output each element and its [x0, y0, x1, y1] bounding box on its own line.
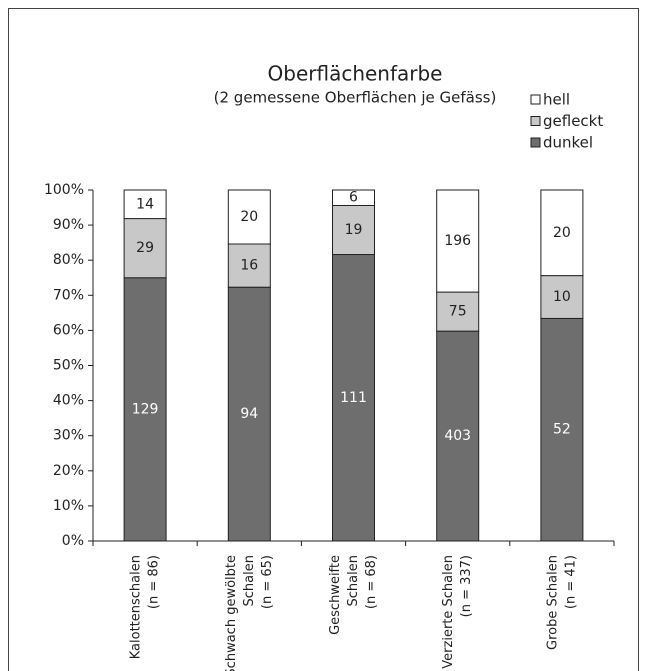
y-tick-label: 30%: [53, 428, 84, 444]
value-label: 75: [449, 304, 467, 320]
value-label: 403: [444, 428, 471, 444]
value-label: 6: [349, 190, 358, 206]
value-label: 52: [553, 422, 571, 438]
y-tick-label: 20%: [53, 463, 84, 479]
y-tick-label: 0%: [62, 533, 84, 549]
y-tick-label: 90%: [53, 217, 84, 233]
x-tick-label: Schalen: [242, 555, 257, 606]
x-tick-label: (n = 337): [459, 555, 474, 617]
legend-swatch: [530, 137, 541, 148]
y-tick-label: 100%: [44, 182, 84, 198]
value-label: 19: [345, 222, 363, 238]
x-tick-label: (n = 86): [147, 555, 162, 609]
y-tick-label: 80%: [53, 252, 84, 268]
legend-swatch: [530, 94, 541, 105]
bar-segment: [436, 291, 480, 332]
x-tick-label: (n = 68): [364, 555, 379, 609]
x-tick-label: Schalen: [346, 555, 361, 606]
y-tick-label: 70%: [53, 287, 84, 303]
value-label: 196: [444, 233, 471, 249]
value-label: 94: [240, 406, 258, 422]
x-tick-label: Geschweifte: [328, 555, 343, 635]
chart-subtitle: (2 gemessene Oberflächen je Gefäss): [214, 89, 497, 107]
bar-segment: [123, 218, 167, 279]
y-tick-label: 50%: [53, 358, 84, 374]
bar-segment: [227, 243, 271, 288]
bar-segment: [540, 275, 584, 319]
x-tick-label: (n = 65): [260, 555, 275, 609]
x-tick-label: (n = 41): [563, 555, 578, 609]
bar-segment: [123, 189, 167, 220]
x-tick-label: Verzierte Schalen: [441, 555, 456, 669]
value-label: 20: [240, 209, 258, 225]
legend-label: hell: [543, 91, 570, 109]
value-label: 20: [553, 225, 571, 241]
bar-segment: [436, 330, 480, 542]
value-label: 129: [132, 401, 159, 417]
legend-label: gefleckt: [543, 112, 603, 130]
x-tick-label: Grobe Schalen: [545, 555, 560, 650]
bar-segment: [227, 189, 271, 245]
bar-segment: [436, 189, 480, 293]
value-label: 14: [136, 196, 154, 212]
chart-title: Oberflächenfarbe: [268, 62, 443, 86]
y-tick-label: 40%: [53, 393, 84, 409]
frame: [8, 8, 639, 671]
bar-segment: [123, 277, 167, 542]
value-label: 111: [340, 390, 367, 406]
y-tick-label: 60%: [53, 322, 84, 338]
legend-label: dunkel: [543, 134, 593, 152]
value-label: 10: [553, 289, 571, 305]
bar-segment: [332, 204, 375, 256]
x-tick-label: Schwach gewölbte: [224, 555, 239, 671]
y-tick-label: 10%: [53, 498, 84, 514]
value-label: 16: [240, 258, 258, 274]
bar-segment: [332, 189, 375, 206]
value-label: 29: [136, 240, 154, 256]
bar-segment: [227, 286, 271, 542]
legend-swatch: [530, 116, 541, 126]
bar-segment: [540, 189, 584, 277]
x-tick-label: Kalottenschalen: [129, 555, 144, 659]
bar-segment: [332, 254, 375, 542]
